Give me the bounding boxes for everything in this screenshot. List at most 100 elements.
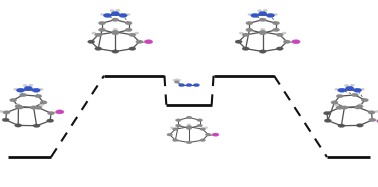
Circle shape: [361, 88, 365, 90]
Circle shape: [23, 84, 27, 87]
Circle shape: [251, 13, 259, 18]
Circle shape: [54, 111, 59, 114]
Circle shape: [2, 118, 9, 122]
Circle shape: [324, 119, 332, 122]
Circle shape: [91, 32, 96, 34]
Circle shape: [39, 104, 43, 106]
Circle shape: [259, 11, 267, 16]
Circle shape: [20, 93, 26, 97]
Circle shape: [112, 50, 119, 53]
Circle shape: [186, 116, 192, 119]
Circle shape: [356, 124, 363, 127]
Circle shape: [276, 47, 283, 50]
Circle shape: [125, 28, 132, 32]
Circle shape: [144, 40, 153, 44]
Circle shape: [200, 139, 206, 142]
Circle shape: [358, 104, 363, 106]
Circle shape: [178, 84, 185, 87]
Circle shape: [98, 28, 105, 32]
Circle shape: [197, 124, 203, 127]
Circle shape: [126, 13, 130, 16]
Circle shape: [246, 21, 253, 25]
Circle shape: [24, 86, 33, 90]
Circle shape: [352, 93, 358, 97]
Circle shape: [170, 127, 174, 129]
Circle shape: [356, 105, 363, 108]
Circle shape: [119, 13, 127, 18]
Circle shape: [336, 94, 343, 98]
Circle shape: [369, 118, 376, 122]
Circle shape: [377, 119, 378, 123]
Circle shape: [29, 84, 33, 86]
Circle shape: [242, 47, 249, 50]
Circle shape: [248, 13, 252, 16]
Circle shape: [212, 133, 219, 136]
Circle shape: [35, 106, 42, 109]
Circle shape: [259, 18, 266, 22]
Circle shape: [361, 98, 369, 102]
Circle shape: [273, 21, 280, 25]
Circle shape: [355, 106, 361, 109]
Circle shape: [273, 28, 280, 32]
Circle shape: [39, 88, 43, 90]
Circle shape: [175, 79, 178, 80]
Circle shape: [129, 47, 136, 50]
Circle shape: [17, 106, 23, 109]
Circle shape: [9, 98, 17, 102]
Circle shape: [335, 104, 339, 106]
Circle shape: [246, 28, 253, 32]
Circle shape: [375, 110, 378, 113]
Circle shape: [135, 32, 139, 34]
Circle shape: [116, 9, 120, 11]
Circle shape: [211, 134, 215, 136]
Circle shape: [40, 101, 47, 104]
Circle shape: [103, 13, 112, 18]
Circle shape: [274, 13, 278, 16]
Circle shape: [0, 110, 3, 113]
Circle shape: [32, 88, 40, 92]
Circle shape: [136, 40, 143, 44]
Circle shape: [15, 124, 22, 127]
Circle shape: [259, 30, 266, 34]
Circle shape: [338, 124, 345, 128]
Circle shape: [266, 13, 275, 18]
Circle shape: [335, 88, 339, 90]
Circle shape: [204, 127, 208, 129]
Circle shape: [100, 13, 104, 16]
Circle shape: [33, 124, 40, 128]
Circle shape: [186, 127, 192, 130]
Circle shape: [259, 50, 266, 53]
Circle shape: [35, 94, 42, 98]
Circle shape: [344, 84, 349, 87]
Circle shape: [95, 33, 102, 37]
Circle shape: [290, 41, 295, 43]
Circle shape: [15, 104, 20, 106]
Circle shape: [242, 33, 249, 37]
Circle shape: [110, 10, 114, 12]
Circle shape: [172, 139, 178, 142]
Circle shape: [263, 9, 268, 11]
Circle shape: [175, 124, 181, 127]
Circle shape: [175, 119, 181, 122]
Circle shape: [112, 30, 119, 34]
Circle shape: [56, 110, 64, 114]
Circle shape: [174, 81, 180, 83]
Circle shape: [282, 32, 287, 34]
Circle shape: [112, 18, 119, 22]
Circle shape: [353, 88, 362, 92]
Circle shape: [173, 79, 176, 81]
Circle shape: [187, 124, 191, 125]
Circle shape: [30, 106, 37, 109]
Circle shape: [15, 105, 22, 108]
Circle shape: [16, 88, 25, 92]
Circle shape: [206, 133, 211, 136]
Circle shape: [113, 28, 118, 30]
Circle shape: [368, 111, 375, 114]
Circle shape: [48, 111, 54, 115]
Circle shape: [197, 119, 203, 122]
Circle shape: [178, 79, 181, 81]
Circle shape: [283, 40, 290, 44]
Circle shape: [235, 40, 242, 44]
Circle shape: [338, 88, 346, 92]
Circle shape: [324, 111, 330, 115]
